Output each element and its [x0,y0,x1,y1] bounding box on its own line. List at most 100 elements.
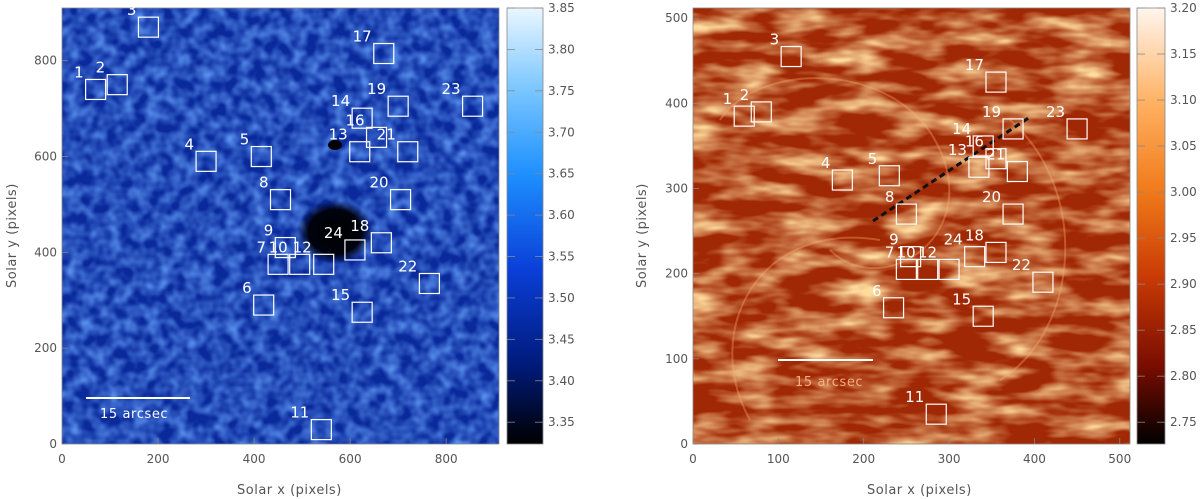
left-x-ticks: 0 200 400 600 800 [58,438,458,466]
right-box-16 [985,148,1007,170]
left-box-label-19: 19 [367,80,386,98]
left-box-1 [85,78,107,101]
left-box-label-4: 4 [185,135,195,153]
left-x-tick-label: 800 [435,452,458,466]
right-box-label-11: 11 [905,388,924,406]
right-x-tick-label: 200 [852,452,875,466]
right-box-label-20: 20 [982,188,1001,206]
right-box-21 [1006,160,1028,183]
right-colorbar-tick-label: 3.20 [1170,1,1197,15]
left-box-label-13: 13 [329,126,348,144]
left-box-label-23: 23 [441,80,460,98]
right-box-5 [878,165,900,187]
right-x-axis-title: Solar x (pixels) [867,483,972,498]
right-y-tick-label: 200 [665,267,688,281]
right-box-24 [964,246,986,268]
right-x-tick-label: 100 [767,452,790,466]
right-y-ticks: 0 100 200 300 400 500 [665,11,699,451]
left-box-18 [370,232,392,254]
left-box-label-11: 11 [290,404,309,422]
right-box-label-19: 19 [982,103,1001,121]
right-box-15 [972,305,994,327]
left-box-23 [461,95,484,117]
right-box-9 [900,246,922,268]
left-box-6 [253,294,275,316]
left-y-tick-label: 600 [34,150,57,164]
right-box-label-23: 23 [1046,103,1065,121]
right-box-label-2: 2 [740,86,750,104]
right-box-label-6: 6 [872,282,882,300]
right-box-label-8: 8 [885,188,895,206]
right-box-label-17: 17 [965,56,984,74]
left-box-22 [418,272,440,295]
right-box-11 [925,403,947,425]
left-box-label-7: 7 [257,238,267,256]
left-box-label-1: 1 [74,63,84,81]
left-box-label-24: 24 [324,224,343,242]
right-box-label-10: 10 [897,243,916,261]
right-x-tick-label: 0 [689,452,697,466]
right-box-1 [733,105,755,127]
right-colorbar-tick-label: 3.10 [1170,93,1197,107]
right-box-2 [750,101,772,123]
left-y-ticks: 0 200 400 600 800 [34,54,68,451]
left-box-21 [397,141,419,163]
left-box-12 [313,253,335,275]
left-box-label-18: 18 [350,217,369,235]
left-box-label-12: 12 [293,238,312,256]
left-box-7 [267,253,289,275]
left-box-label-5: 5 [240,131,250,149]
right-box-14 [972,135,994,157]
left-colorbar-tick-label: 3.85 [548,1,575,15]
right-box-7 [895,258,917,281]
left-box-16 [365,126,388,148]
left-colorbar-tick-label: 3.50 [548,291,575,305]
right-colorbar-tick-label: 2.85 [1170,323,1197,337]
left-box-label-16: 16 [345,111,364,129]
right-x-ticks: 0 100 200 300 400 500 [689,438,1131,466]
left-box-label-9: 9 [264,222,274,240]
left-box-label-10: 10 [269,238,288,256]
right-box-23 [1066,118,1088,140]
right-box-label-5: 5 [868,150,878,168]
right-y-tick-label: 100 [665,352,688,366]
right-box-19 [1002,118,1024,140]
right-y-tick-label: 500 [665,11,688,25]
left-image-frame [61,7,500,445]
right-box-13 [968,156,990,178]
right-box-label-15: 15 [952,290,971,308]
left-box-17 [373,42,395,65]
left-box-label-14: 14 [331,92,350,110]
left-box-label-21: 21 [377,126,396,144]
right-box-18 [985,241,1007,263]
left-box-4 [195,150,217,172]
right-box-8 [895,203,917,225]
right-box-label-1: 1 [723,90,733,108]
left-box-label-8: 8 [259,174,269,192]
left-colorbar-ticks: 3.85 3.80 3.75 3.70 3.65 3.60 3.55 3.50 3.45 3.40… [507,1,575,429]
right-y-tick-label: 0 [680,437,688,451]
left-box-20 [389,189,412,211]
left-colorbar-tick-label: 3.35 [548,415,575,429]
left-colorbar-tick-label: 3.40 [548,374,575,388]
left-x-axis-title: Solar x (pixels) [237,483,342,498]
right-box-label-3: 3 [770,31,780,49]
left-pore [328,140,342,150]
right-colorbar-tick-label: 2.80 [1170,369,1197,383]
right-box-20 [1002,203,1024,225]
left-box-2 [106,74,128,96]
right-y-axis-title: Solar y (pixels) [635,183,650,288]
left-image-granulation [62,8,499,444]
right-box-12 [938,258,960,281]
left-box-10 [289,253,311,275]
right-box-label-24: 24 [944,231,963,249]
left-colorbar-tick-label: 3.80 [548,42,575,56]
left-box-label-22: 22 [398,257,417,275]
left-box-label-6: 6 [242,279,252,297]
right-y-tick-label: 300 [665,182,688,196]
left-colorbar-tick-label: 3.75 [548,84,575,98]
left-y-tick-label: 400 [34,245,57,259]
